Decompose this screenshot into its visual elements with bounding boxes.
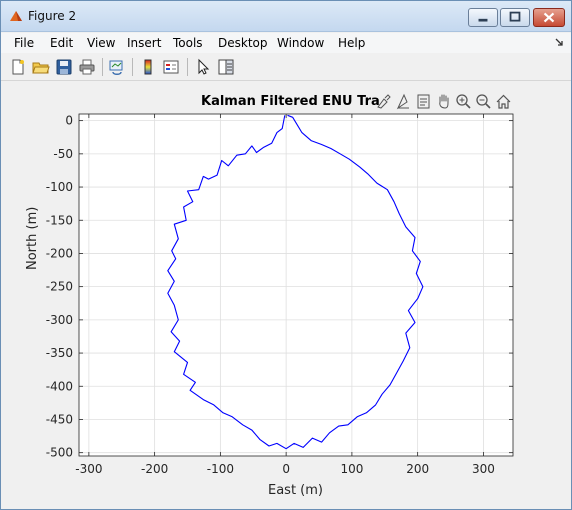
zoom-out-icon[interactable] (475, 93, 492, 110)
zoom-in-icon[interactable] (455, 93, 472, 110)
x-tick-label: -300 (75, 462, 102, 476)
pointer-icon[interactable] (194, 58, 212, 76)
axes-toolbar (375, 93, 515, 111)
y-tick-label: 0 (65, 114, 73, 128)
x-tick-label: 300 (472, 462, 495, 476)
toolbar-separator (102, 58, 103, 76)
y-tick-label: -200 (46, 246, 73, 260)
maximize-button[interactable] (500, 8, 530, 27)
dock-arrow-icon[interactable] (554, 37, 564, 47)
maximize-icon (509, 11, 521, 22)
save-icon[interactable] (55, 58, 73, 76)
link-plot-icon[interactable] (108, 58, 126, 76)
export-icon[interactable] (415, 93, 432, 110)
menu-file[interactable]: File (14, 36, 35, 50)
x-tick-label: -200 (141, 462, 168, 476)
x-tick-label: 100 (340, 462, 363, 476)
x-axis: -300 -200 -100 0 100 200 300 (75, 114, 495, 476)
window-title: Figure 2 (28, 9, 77, 23)
x-axis-label: East (m) (268, 483, 323, 498)
trajectory-line (167, 114, 424, 450)
y-tick-label: -400 (46, 379, 73, 393)
toolbar-separator (132, 58, 133, 76)
colorbar-icon[interactable] (139, 58, 157, 76)
y-tick-label: -450 (46, 412, 73, 426)
y-tick-label: -350 (46, 346, 73, 360)
plot-title: Kalman Filtered ENU Tra (201, 94, 380, 109)
title-bar[interactable]: Figure 2 (1, 1, 571, 32)
y-tick-label: -100 (46, 180, 73, 194)
y-axis-label: North (m) (25, 206, 40, 270)
y-tick-label: -50 (53, 147, 73, 161)
menu-help[interactable]: Help (338, 36, 366, 50)
toolbar-separator (187, 58, 188, 76)
brush-icon[interactable] (375, 93, 392, 110)
matlab-icon (10, 11, 22, 21)
menu-desktop[interactable]: Desktop (218, 36, 268, 50)
close-icon (543, 12, 555, 23)
axes-box (78, 113, 514, 457)
plot-tools-icon[interactable] (217, 58, 235, 76)
y-axis: 0 -50 -100 -150 -200 -250 -300 -350 -400 -450 -500 (46, 114, 513, 460)
legend-icon[interactable] (162, 58, 180, 76)
menu-window[interactable]: Window (277, 36, 325, 50)
new-figure-icon[interactable] (9, 58, 27, 76)
figure-toolbar (1, 54, 571, 81)
open-file-icon[interactable] (32, 58, 50, 76)
data-tips-icon[interactable] (395, 93, 412, 110)
minimize-icon (478, 18, 488, 22)
y-tick-label: -250 (46, 280, 73, 294)
y-tick-label: -500 (46, 446, 73, 460)
menu-view[interactable]: View (87, 36, 116, 50)
grid-lines (79, 114, 513, 456)
x-tick-label: -100 (207, 462, 234, 476)
axes-background (79, 114, 513, 456)
y-tick-label: -300 (46, 313, 73, 327)
home-icon[interactable] (495, 93, 512, 110)
minimize-button[interactable] (468, 8, 498, 27)
menu-bar: File Edit View Insert Tools Desktop Wind… (1, 33, 571, 53)
pan-icon[interactable] (435, 93, 452, 110)
y-tick-label: -150 (46, 213, 73, 227)
print-icon[interactable] (78, 58, 96, 76)
x-tick-label: 0 (282, 462, 290, 476)
x-tick-label: 200 (406, 462, 429, 476)
menu-edit[interactable]: Edit (50, 36, 74, 50)
trajectory-series (167, 114, 424, 450)
menu-tools[interactable]: Tools (173, 36, 203, 50)
close-button[interactable] (533, 8, 565, 27)
menu-insert[interactable]: Insert (127, 36, 162, 50)
